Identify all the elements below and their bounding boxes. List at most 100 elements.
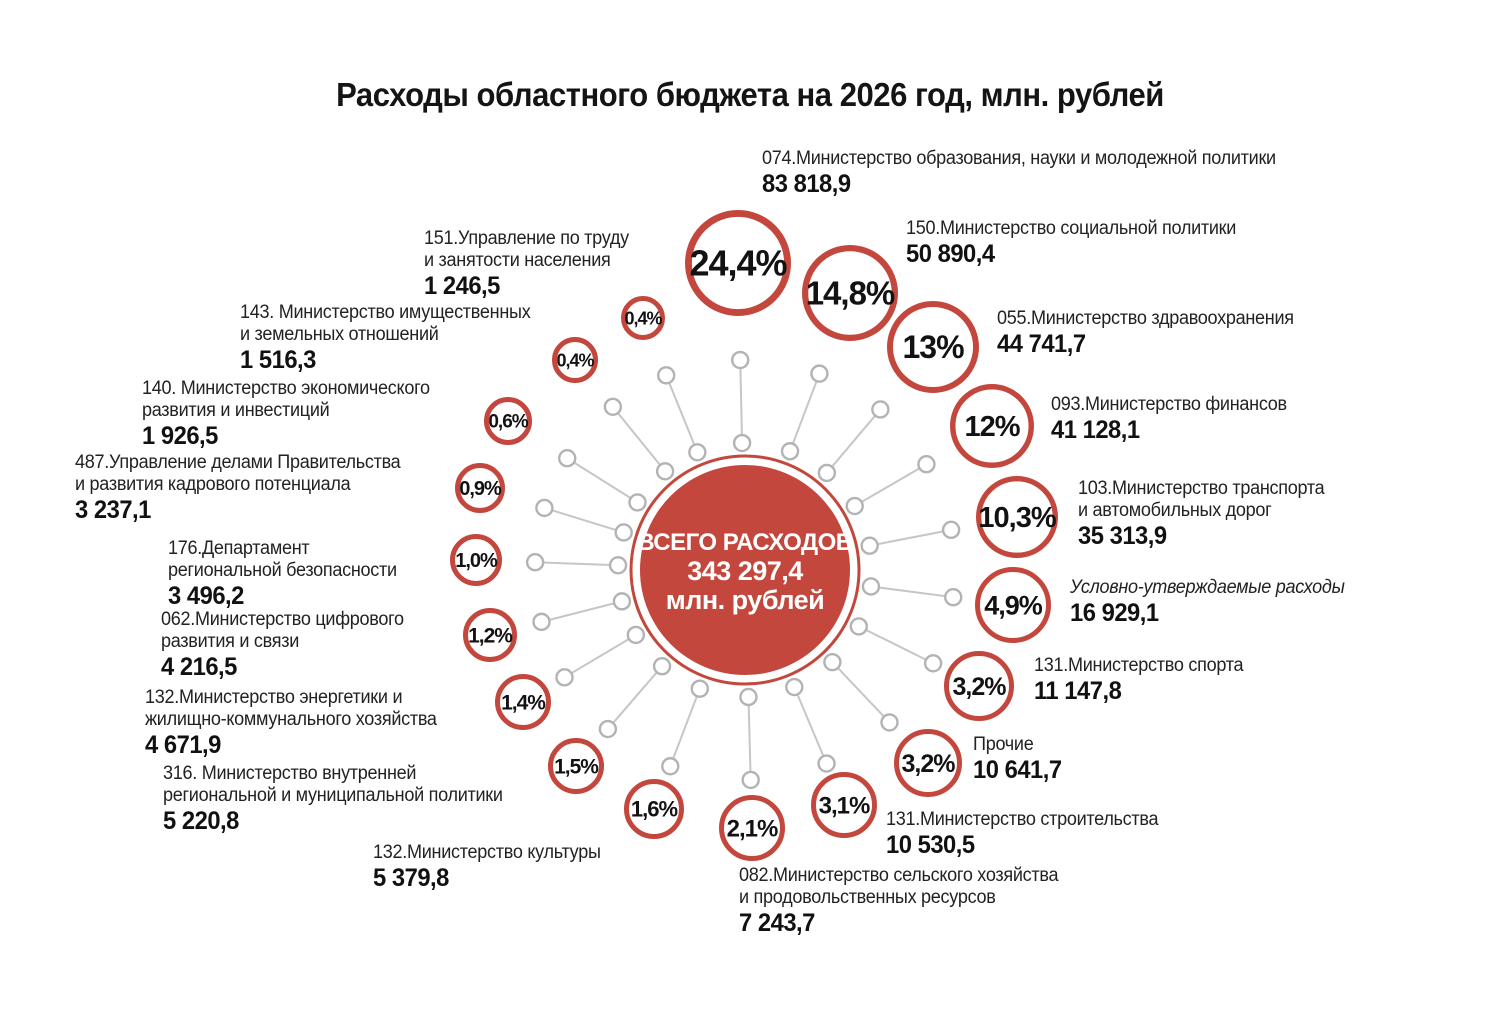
item-label: Условно-утверждаемые расходы 16 929,1 bbox=[1070, 577, 1345, 628]
connector-node-inner bbox=[861, 577, 881, 596]
item-percent: 0,4% bbox=[556, 350, 594, 370]
connector-spoke bbox=[817, 400, 890, 483]
connector-line bbox=[739, 360, 744, 444]
item-value: 3 237,1 bbox=[75, 496, 151, 524]
connector-node-outer bbox=[558, 449, 577, 468]
item-bubble: 1,5% bbox=[548, 738, 604, 794]
item-percent: 4,9% bbox=[984, 590, 1043, 620]
connector-node-inner bbox=[614, 523, 633, 542]
item-name-line: 176.Департамент bbox=[168, 538, 310, 559]
item-percent: 1,4% bbox=[501, 691, 546, 714]
item-circle bbox=[975, 567, 1051, 643]
connector-spoke bbox=[849, 617, 943, 673]
item-label: Прочие 10 641,7 bbox=[973, 734, 1062, 785]
connector-node-outer bbox=[657, 366, 676, 385]
item-value: 44 741,7 bbox=[997, 330, 1086, 358]
connector-spoke bbox=[598, 656, 672, 739]
item-percent: 14,8% bbox=[806, 275, 895, 312]
item-circle bbox=[886, 300, 979, 393]
connector-spoke bbox=[603, 397, 675, 481]
item-percent: 0,6% bbox=[488, 412, 528, 433]
connector-spoke bbox=[845, 455, 936, 516]
item-bubble: 1,0% bbox=[450, 534, 502, 586]
connector-node-outer bbox=[535, 498, 554, 518]
item-circle bbox=[621, 296, 665, 340]
item-bubble: 24,4% bbox=[685, 210, 792, 317]
item-value: 11 147,8 bbox=[1034, 677, 1122, 705]
item-name-line: жилищно-коммунального хозяйства bbox=[145, 709, 437, 730]
connector-line bbox=[669, 688, 701, 767]
connector-node-inner bbox=[732, 433, 752, 453]
item-value: 7 243,7 bbox=[739, 909, 815, 937]
item-percent: 13% bbox=[902, 329, 964, 365]
item-value: 50 890,4 bbox=[906, 240, 995, 268]
item-name-line: 103.Министерство транспорта bbox=[1078, 478, 1325, 499]
connector-line bbox=[535, 561, 619, 567]
item-value: 16 929,1 bbox=[1070, 599, 1159, 627]
item-circle bbox=[484, 397, 532, 445]
item-value: 10 641,7 bbox=[973, 756, 1062, 784]
item-bubble: 4,9% bbox=[975, 567, 1051, 643]
item-name-line: 140. Министерство экономического bbox=[142, 378, 430, 399]
connector-node-outer bbox=[923, 654, 943, 673]
item-value: 4 671,9 bbox=[145, 731, 221, 759]
connector-line bbox=[869, 528, 952, 547]
item-value: 41 128,1 bbox=[1051, 416, 1140, 444]
connector-node-inner bbox=[626, 625, 646, 645]
connector-spoke bbox=[785, 677, 836, 773]
item-bubble: 0,6% bbox=[484, 397, 532, 445]
total-unit: млн. рублей bbox=[666, 585, 825, 615]
item-name-line: 487.Управление делами Правительства bbox=[75, 452, 401, 473]
connector-node-inner bbox=[690, 679, 710, 698]
connector-spoke bbox=[739, 687, 760, 790]
item-bubble: 1,2% bbox=[463, 608, 517, 662]
connector-node-outer bbox=[555, 668, 574, 687]
connector-node-inner bbox=[739, 687, 758, 707]
item-name-line: 143. Министерство имущественных bbox=[240, 302, 531, 323]
item-value: 35 313,9 bbox=[1078, 522, 1167, 550]
connector-line bbox=[665, 374, 699, 453]
item-label: 082.Министерство сельского хозяйства и пр… bbox=[739, 865, 1059, 938]
item-percent: 3,2% bbox=[953, 673, 1007, 701]
connector-node-outer bbox=[871, 400, 890, 419]
item-percent: 1,0% bbox=[455, 550, 498, 572]
item-percent: 0,9% bbox=[459, 478, 502, 500]
connector-spoke bbox=[525, 552, 628, 575]
connector-spoke bbox=[780, 364, 829, 461]
connector-node-outer bbox=[532, 612, 551, 632]
item-name-line: региональной безопасности bbox=[168, 560, 397, 581]
item-name-line: 055.Министерство здравоохранения bbox=[997, 308, 1294, 329]
item-bubble: 0,4% bbox=[621, 296, 665, 340]
connector-spoke bbox=[860, 520, 961, 555]
item-label: 132.Министерство энергетики и жилищно-ком… bbox=[145, 687, 437, 760]
connector-node-inner bbox=[823, 652, 842, 672]
item-circle bbox=[949, 384, 1034, 469]
connector-line bbox=[607, 665, 663, 730]
item-circle bbox=[811, 772, 877, 838]
item-percent: 1,2% bbox=[468, 624, 513, 647]
item-label: 150.Министерство социальной политики 50 8… bbox=[906, 218, 1236, 269]
item-name-line: 132.Министерство энергетики и bbox=[145, 687, 403, 708]
item-value: 10 530,5 bbox=[886, 831, 975, 859]
connector-line bbox=[831, 661, 891, 724]
item-label: 131.Министерство спорта 11 147,8 bbox=[1034, 655, 1244, 706]
total-label: ВСЕГО РАСХОДОВ bbox=[637, 529, 852, 556]
item-name-line: и занятости населения bbox=[424, 250, 611, 271]
connector-node-inner bbox=[785, 677, 804, 697]
item-circle bbox=[548, 738, 604, 794]
item-name-line: 062.Министерство цифрового bbox=[161, 609, 404, 630]
total-disc bbox=[640, 465, 850, 675]
item-value: 5 379,8 bbox=[373, 864, 449, 892]
item-bubble: 14,8% bbox=[801, 244, 898, 341]
connector-spoke bbox=[532, 592, 632, 632]
item-value: 5 220,8 bbox=[163, 807, 239, 835]
item-percent: 12% bbox=[964, 411, 1020, 443]
total-value: 343 297,4 bbox=[687, 556, 803, 586]
item-bubble: 1,4% bbox=[495, 674, 551, 730]
connector-node-inner bbox=[860, 536, 879, 555]
item-bubble: 0,4% bbox=[552, 337, 598, 383]
item-label: 132.Министерство культуры 5 379,8 bbox=[373, 842, 601, 893]
item-value: 1 516,3 bbox=[240, 346, 316, 374]
